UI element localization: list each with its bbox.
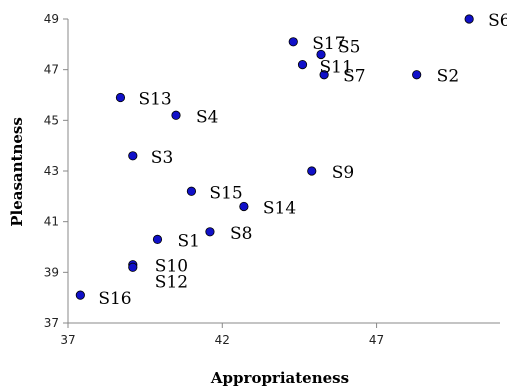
point-label: S6 (488, 11, 507, 31)
y-tick-label: 45 (44, 113, 59, 127)
y-tick-label: 43 (44, 164, 59, 178)
point-label: S4 (196, 107, 218, 127)
point-label: S5 (338, 37, 360, 57)
point-label: S13 (138, 90, 171, 110)
point-label: S17 (312, 34, 345, 54)
y-axis-ticks: 37 39 41 43 45 47 49 (44, 12, 68, 330)
point-label: S16 (98, 289, 131, 309)
data-point (307, 166, 317, 176)
x-tick-label: 47 (369, 333, 384, 347)
data-point (297, 59, 308, 70)
data-point (288, 37, 298, 47)
y-tick-label: 41 (44, 215, 59, 229)
y-axis-title: Pleasantness (8, 117, 26, 227)
data-point (171, 110, 181, 120)
data-point (464, 14, 474, 24)
x-tick-label: 37 (60, 333, 75, 347)
data-points (75, 14, 474, 300)
point-label: S10 (155, 257, 188, 277)
data-point (186, 186, 197, 196)
point-label: S14 (263, 198, 296, 218)
point-label: S8 (230, 224, 252, 244)
data-point (75, 290, 85, 300)
point-label: S7 (343, 67, 365, 87)
point-label: S15 (209, 183, 242, 203)
data-point (115, 92, 126, 103)
point-label: S3 (151, 148, 173, 168)
y-tick-label: 47 (44, 63, 59, 77)
y-tick-label: 49 (44, 12, 59, 26)
x-axis-title: Appropriateness (210, 369, 349, 387)
data-point (316, 49, 326, 60)
data-point (128, 151, 138, 161)
point-labels: S1 S2 S3 S4 S5 S6 S7 S8 S9 S10 S11 S12 S13 S14 S15 S16 S… (98, 11, 507, 309)
x-tick-label: 42 (215, 333, 230, 347)
point-label: S11 (320, 58, 353, 78)
data-point (128, 262, 138, 272)
data-point (412, 70, 422, 80)
point-label: S9 (332, 163, 354, 183)
data-point (152, 234, 163, 244)
data-point (319, 70, 329, 80)
point-label: S1 (177, 231, 199, 251)
data-point (205, 227, 215, 237)
x-axis-ticks: 37 42 47 (60, 323, 384, 347)
y-tick-label: 39 (44, 265, 59, 279)
y-tick-label: 37 (44, 316, 59, 330)
point-label: S2 (437, 67, 459, 87)
data-point (239, 201, 249, 212)
point-label: S12 (155, 272, 188, 292)
